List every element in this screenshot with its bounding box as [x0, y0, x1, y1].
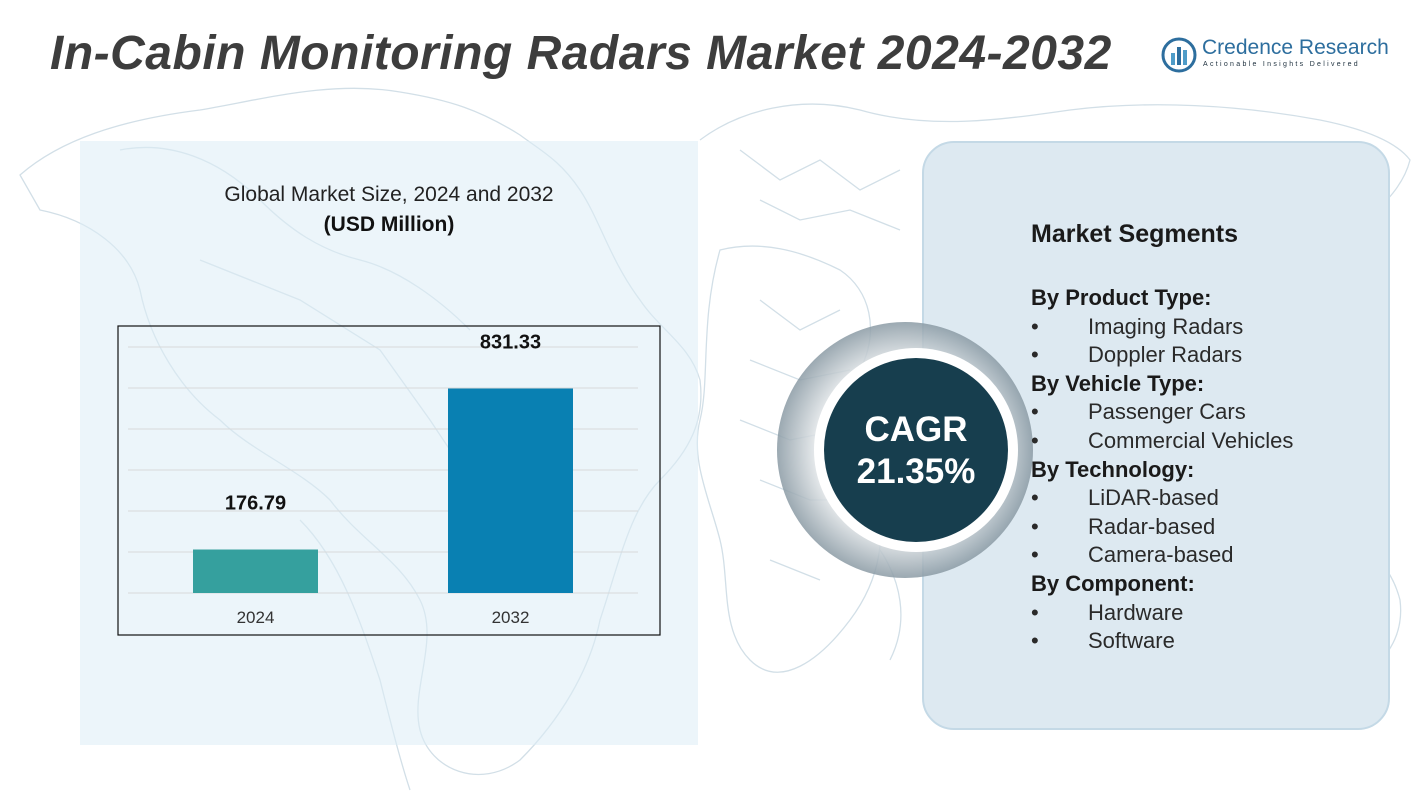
bullet-icon: •	[1031, 342, 1039, 368]
segments-list: By Product Type: • Imaging Radars • Doppler …	[1031, 284, 1381, 656]
x-tick-label-2032: 2032	[492, 608, 530, 627]
segment-item: • LiDAR-based	[1031, 484, 1381, 513]
segment-item: • Hardware	[1031, 599, 1381, 628]
data-label-2024: 176.79	[225, 493, 286, 515]
segment-item-label: Hardware	[1088, 599, 1184, 625]
chart-title: Global Market Size, 2024 and 2032	[224, 183, 554, 206]
segment-item-label: Camera-based	[1088, 542, 1234, 568]
cagr-label: CAGR	[864, 410, 968, 449]
page-title: In-Cabin Monitoring Radars Market 2024-2…	[50, 27, 1112, 80]
segment-item-label: Imaging Radars	[1088, 313, 1244, 339]
segment-item-label: Passenger Cars	[1088, 399, 1246, 425]
logo-tagline: Actionable Insights Delivered	[1203, 61, 1360, 68]
segment-item: • Radar-based	[1031, 513, 1381, 542]
segment-group-title: By Technology:	[1031, 456, 1195, 482]
logo-name: Credence Research	[1202, 36, 1389, 60]
bullet-icon: •	[1031, 399, 1039, 425]
bullet-icon: •	[1031, 599, 1039, 625]
data-label-2032: 831.33	[480, 331, 541, 353]
x-tick-label-2024: 2024	[237, 608, 275, 627]
cagr-value: 21.35%	[856, 452, 976, 491]
bullet-icon: •	[1031, 513, 1039, 539]
segment-item: • Passenger Cars	[1031, 398, 1381, 427]
cagr-circle	[824, 358, 1008, 542]
segment-item: • Doppler Radars	[1031, 341, 1381, 370]
bar-2024	[193, 549, 318, 593]
segment-item: • Imaging Radars	[1031, 313, 1381, 342]
segment-item-label: Doppler Radars	[1088, 342, 1243, 368]
segment-item-label: LiDAR-based	[1088, 485, 1219, 511]
chart-subtitle: (USD Million)	[323, 213, 455, 236]
segment-item: • Software	[1031, 627, 1381, 656]
chart-frame	[117, 325, 661, 636]
bullet-icon: •	[1031, 628, 1039, 654]
bullet-icon: •	[1031, 542, 1039, 568]
bar-chart-circle-icon	[1161, 37, 1197, 73]
segment-group-title: By Vehicle Type:	[1031, 370, 1205, 396]
segment-group-title: By Component:	[1031, 570, 1195, 596]
bullet-icon: •	[1031, 427, 1039, 453]
logo-name-part1: Credence	[1202, 36, 1294, 59]
bullet-icon: •	[1031, 313, 1039, 339]
chart-panel	[80, 141, 698, 745]
segment-item-label: Commercial Vehicles	[1088, 427, 1294, 453]
segment-item: • Camera-based	[1031, 541, 1381, 570]
bar-2032	[448, 388, 573, 593]
logo: Credence Research Actionable Insights De…	[1160, 36, 1400, 76]
segment-group-title: By Product Type:	[1031, 285, 1212, 310]
segment-item-label: Radar-based	[1088, 513, 1216, 539]
bullet-icon: •	[1031, 485, 1039, 511]
segment-item-label: Software	[1088, 628, 1175, 654]
segments-title: Market Segments	[1031, 220, 1239, 248]
segment-item: • Commercial Vehicles	[1031, 427, 1381, 456]
logo-name-part2: Research	[1293, 36, 1389, 59]
